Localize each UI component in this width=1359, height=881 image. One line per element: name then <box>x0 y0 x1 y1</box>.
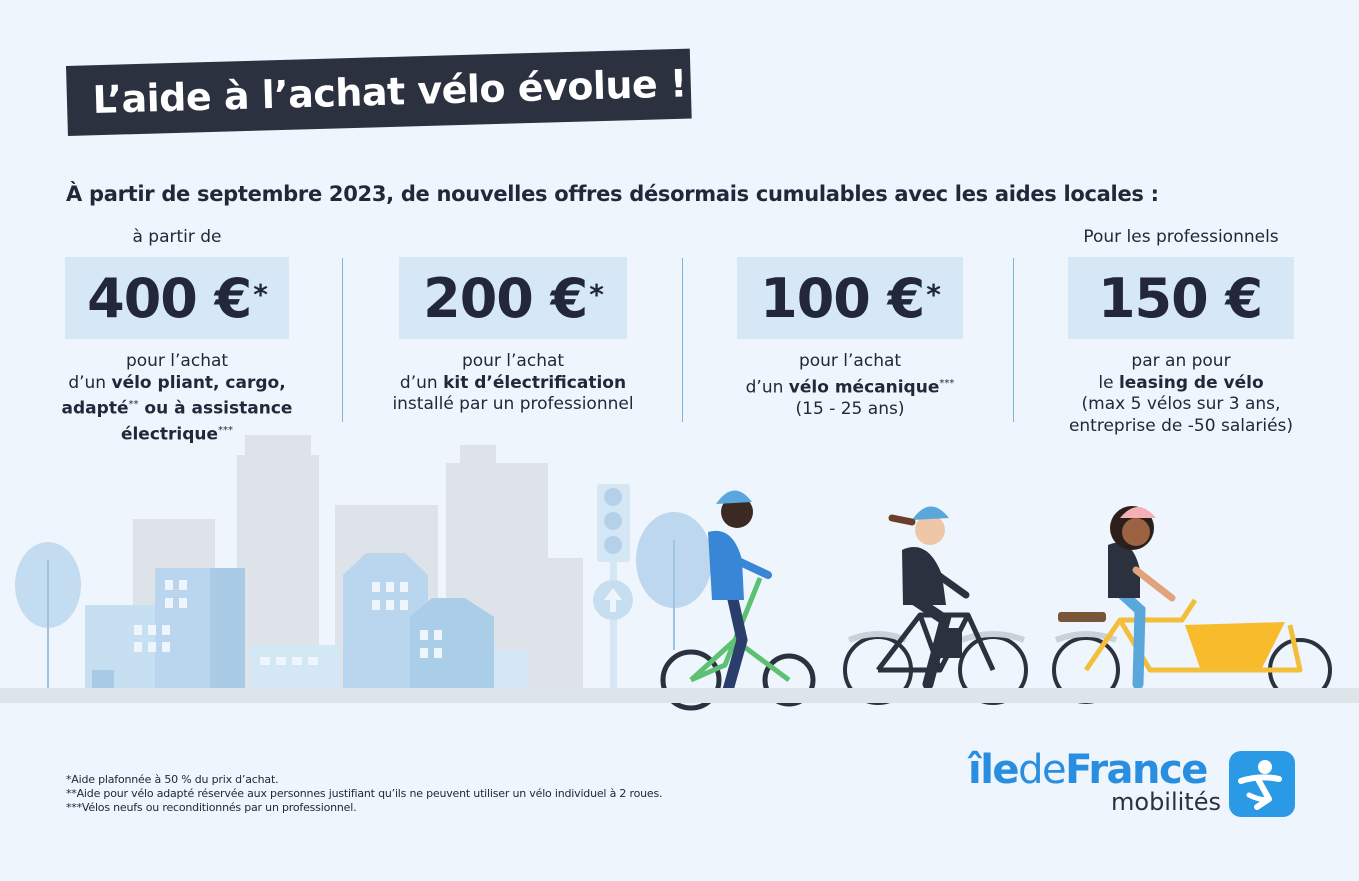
offer-column-100: 100 € * pour l’achat d’un vélo mécanique*… <box>700 225 1000 420</box>
offer-column-200: 200 € * pour l’achat d’un kit d’électrifi… <box>363 225 663 416</box>
logo-wordmark: îledeFrance <box>968 747 1208 793</box>
offer-description: par an pour le leasing de vélo (max 5 vé… <box>1031 351 1331 437</box>
logo-subtitle: mobilités <box>1111 788 1221 816</box>
offer-prefix <box>700 225 1000 249</box>
desc-line: (15 - 25 ans) <box>795 398 905 419</box>
cyclist-electric-bike <box>843 506 1028 705</box>
street-ground <box>0 688 1359 703</box>
footnote: **Aide pour vélo adapté réservée aux per… <box>66 787 663 800</box>
desc-line: adapté** ou à assistance <box>61 398 293 419</box>
desc-line: électrique*** <box>120 424 234 445</box>
amount-box: 400 € * <box>65 257 289 339</box>
offer-prefix <box>363 225 663 249</box>
city-cyclists-illustration <box>15 435 1332 711</box>
desc-line: pour l’achat <box>461 351 565 371</box>
offer-amount: 400 € <box>87 266 252 330</box>
offer-column-150: Pour les professionnels 150 € par an pou… <box>1031 225 1331 437</box>
desc-line: installé par un professionnel <box>392 394 634 414</box>
desc-line: d’un vélo pliant, cargo, <box>68 372 286 393</box>
amount-box: 200 € * <box>399 257 627 339</box>
tree-right <box>636 512 712 650</box>
desc-line: par an pour <box>1131 351 1231 371</box>
amount-star: * <box>926 277 941 311</box>
column-separator <box>342 258 343 422</box>
amount-box: 100 € * <box>737 257 963 339</box>
amount-box: 150 € <box>1068 257 1294 339</box>
column-separator <box>1013 258 1014 422</box>
desc-line: d’un vélo mécanique*** <box>745 377 955 398</box>
desc-line: (max 5 vélos sur 3 ans, <box>1081 394 1281 414</box>
traffic-light <box>593 484 633 692</box>
desc-line: pour l’achat <box>125 351 229 371</box>
offer-description: pour l’achat d’un kit d’électrification … <box>363 351 663 416</box>
cyclist-folding-bike <box>660 490 816 711</box>
desc-line: entreprise de -50 salariés) <box>1068 415 1294 436</box>
desc-line: d’un kit d’électrification <box>399 372 627 393</box>
footnote: *Aide plafonnée à 50 % du prix d’achat. <box>66 773 279 786</box>
amount-star: * <box>253 277 268 311</box>
offer-amount: 100 € <box>760 266 925 330</box>
column-separator <box>682 258 683 422</box>
offer-amount: 200 € <box>423 266 588 330</box>
desc-line: pour l’achat <box>798 351 902 371</box>
offer-amount: 150 € <box>1097 266 1263 330</box>
cyclist-brand-icon <box>1229 751 1295 817</box>
cyclist-cargo-bike <box>1052 506 1332 704</box>
offer-description: pour l’achat d’un vélo mécanique*** (15 … <box>700 351 1000 420</box>
iledefrance-mobilites-logo: îledeFrance mobilités <box>968 746 1298 820</box>
offer-description: pour l’achat d’un vélo pliant, cargo, ad… <box>27 351 327 446</box>
desc-line: le leasing de vélo <box>1098 372 1264 393</box>
amount-star: * <box>589 277 604 311</box>
footnotes: *Aide plafonnée à 50 % du prix d’achat. … <box>66 773 662 815</box>
tree-left <box>15 542 81 692</box>
footnote: ***Vélos neufs ou reconditionnés par un … <box>66 801 357 814</box>
subtitle: À partir de septembre 2023, de nouvelles… <box>66 182 1159 206</box>
offer-column-400: à partir de 400 € * pour l’achat d’un vél… <box>27 225 327 446</box>
offer-prefix: Pour les professionnels <box>1083 227 1279 247</box>
offer-prefix: à partir de <box>132 227 222 247</box>
